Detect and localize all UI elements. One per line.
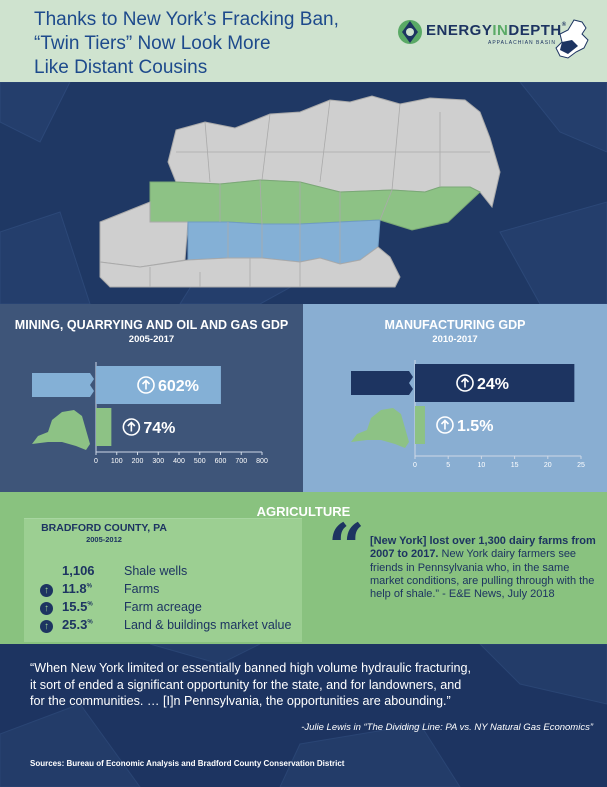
stat-label: Shale wells [124,564,188,578]
up-arrow-icon [436,416,454,434]
value-label: 24% [477,376,509,393]
quote-line-2: it sort of ended a significant opportuni… [30,677,462,692]
x-tick-label: 600 [215,458,227,465]
stat-value: 11.8% [62,581,92,596]
up-arrow-icon [122,418,141,436]
dairy-farms-quote-rest: New York dairy farmers see friends in Pe… [370,548,595,601]
stat-value: 25.3% [62,617,93,632]
bar-new-york [415,406,425,444]
x-tick-label: 20 [544,462,552,469]
mining-gdp-panel: MINING, QUARRYING AND OIL AND GAS GDP 20… [0,304,303,492]
page-title: Thanks to New York’s Fracking Ban, “Twin… [34,8,364,80]
up-arrow-stem [141,379,151,390]
x-tick-label: 500 [194,458,206,465]
quote-line-1: “When New York limited or essentially ba… [30,661,472,675]
value-label: 1.5% [457,418,493,435]
up-arrow-stem [440,419,450,430]
pennsylvania-shape-icon [32,373,94,397]
new-york-shape-icon [351,408,409,448]
up-arrow-stem [127,421,136,432]
bottom-background-pattern [0,644,607,787]
x-tick-label: 200 [132,458,144,465]
mining-gdp-years: 2005-2017 [128,334,175,345]
x-tick-label: 400 [173,458,185,465]
title-line-1: Thanks to New York’s Fracking Ban, [34,9,339,30]
agriculture-section: AGRICULTURE BRADFORD COUNTY, PA 2005-201… [0,492,607,644]
bottom-quote-section: “When New York limited or essentially ba… [0,644,607,787]
agriculture-title: AGRICULTURE [256,504,351,519]
x-tick-label: 800 [256,458,268,465]
x-tick-label: 300 [152,458,164,465]
x-tick-label: 0 [94,458,98,465]
appalachian-region-map-icon [555,19,589,59]
up-arrow-icon: ↑ [40,584,53,597]
manufacturing-gdp-chart: 0 5 10 15 20 25 24% 1.5% [351,360,585,469]
quote-line-3: for the communities. … [I]n Pennsylvania… [30,694,451,708]
new-york-shape-icon [32,410,90,450]
manufacturing-gdp-panel: MANUFACTURING GDP 2010-2017 0 5 10 15 20 25 24… [303,304,607,492]
julie-lewis-quote: “When New York limited or essentially ba… [30,660,590,710]
x-tick-label: 25 [577,462,585,469]
mining-gdp-chart: 0 100 200 300 400 500 600 700 800 602% 74% [32,362,268,465]
bar-pennsylvania [415,364,575,402]
bar-pennsylvania [96,366,221,404]
logo-mark-icon [398,20,422,44]
quote-attribution: -Julie Lewis in “The Dividing Line: PA v… [301,722,593,733]
header: Thanks to New York’s Fracking Ban, “Twin… [0,0,607,82]
stat-value: 15.5% [62,599,93,614]
manufacturing-gdp-years: 2010-2017 [432,334,478,345]
stat-value: 1,106 [62,563,95,578]
county-name: BRADFORD COUNTY, PA [41,522,167,534]
x-tick-label: 100 [111,458,123,465]
up-arrow-icon [137,376,155,394]
value-label: 74% [143,420,175,437]
logo-subtitle: APPALACHIAN BASIN [488,40,557,46]
bar-new-york [96,408,112,446]
quote-mark-icon: “ [328,510,365,585]
x-tick-label: 0 [413,462,417,469]
county-years: 2005-2012 [86,535,122,544]
x-tick-label: 15 [511,462,519,469]
x-tick-label: 5 [446,462,450,469]
mining-gdp-title: MINING, QUARRYING AND OIL AND GAS GDP [14,318,289,332]
up-arrow-stem [460,377,470,388]
title-line-3: Like Distant Cousins [34,57,208,78]
sources-note: Sources: Bureau of Economic Analysis and… [30,759,345,768]
up-arrow-icon [456,374,474,392]
stat-label: Farm acreage [124,600,202,614]
dairy-farms-quote: [New York] lost over 1,300 dairy farms f… [370,535,600,601]
manufacturing-gdp-title: MANUFACTURING GDP [384,318,526,332]
up-arrow-icon: ↑ [40,602,53,615]
x-tick-label: 10 [478,462,486,469]
x-tick-label: 700 [235,458,247,465]
value-label: 602% [158,378,199,395]
stat-label: Farms [124,582,160,596]
dairy-farms-quote-bold: [New York] lost over 1,300 dairy farms f… [370,535,596,561]
title-line-2: “Twin Tiers” Now Look More [34,33,271,54]
energy-in-depth-logo: ENERGYINDEPTH® APPALACHIAN BASIN [396,18,596,68]
bradford-county-box: BRADFORD COUNTY, PA 2005-2012 1,106 Shale… [24,518,302,642]
pennsylvania-northern-tier [187,219,381,265]
up-arrow-icon: ↑ [40,620,53,633]
twin-tiers-map [0,82,607,304]
new-york-pennsylvania-border-map [99,95,501,288]
stat-label: Land & buildings market value [124,618,292,632]
logo-wordmark: ENERGYINDEPTH® [426,22,567,39]
pennsylvania-shape-icon [351,371,413,395]
